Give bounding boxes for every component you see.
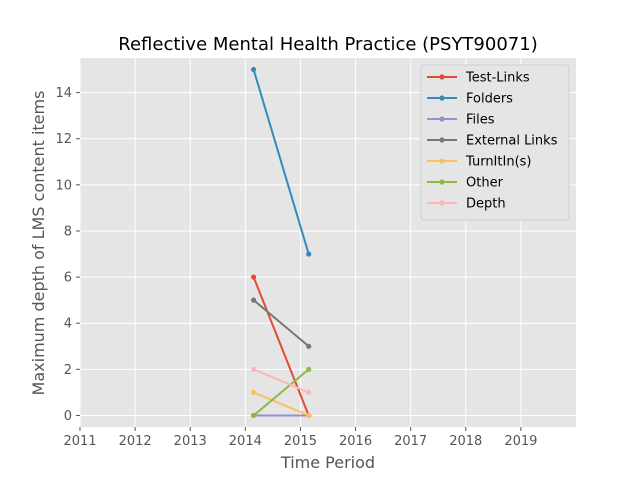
legend-marker-other <box>439 179 445 185</box>
data-point-folders <box>251 66 257 73</box>
x-tick-label: 2019 <box>504 434 537 449</box>
data-point-external-links <box>306 343 312 349</box>
y-tick-label: 12 <box>55 132 72 147</box>
x-axis-ticks: 2011 2012 2013 2014 2015 2016 2017 2018 2019 <box>63 427 537 449</box>
y-tick-label: 10 <box>55 178 72 193</box>
y-tick-label: 8 <box>64 224 72 239</box>
x-axis-title: Time Period <box>280 453 375 472</box>
x-tick-label: 2018 <box>449 434 482 449</box>
data-point-folders <box>306 251 312 257</box>
series-line-folders <box>252 69 310 255</box>
x-tick-label: 2014 <box>229 434 262 449</box>
data-point-depth <box>306 389 312 396</box>
legend-label-other: Other <box>466 176 504 191</box>
legend-marker-turnitin-s <box>439 158 445 164</box>
x-tick-label: 2015 <box>284 434 317 449</box>
series-line-test-links <box>252 276 310 416</box>
series-layer <box>251 66 312 419</box>
y-tick-label: 2 <box>64 363 72 378</box>
series-line-external-links <box>252 299 310 348</box>
legend-box <box>420 64 570 221</box>
y-tick-label: 14 <box>55 86 72 101</box>
y-axis-title: Maximum depth of LMS content items <box>29 91 48 396</box>
series-line-depth <box>253 368 310 394</box>
data-point-other <box>306 366 312 372</box>
legend-label-depth: Depth <box>466 197 506 212</box>
legend-marker-test-links <box>439 74 445 80</box>
data-point-depth <box>251 366 257 372</box>
data-point-other <box>251 412 257 419</box>
legend-marker-external-links <box>439 137 445 143</box>
x-tick-label: 2012 <box>119 434 152 449</box>
y-axis-ticks: 0 2 4 6 8 10 12 14 <box>55 86 80 424</box>
legend-marker-files <box>439 116 445 122</box>
legend-label-folders: Folders <box>466 92 513 107</box>
data-point-external-links <box>251 297 257 303</box>
legend-label-files: Files <box>466 113 495 128</box>
data-point-turnitin-s <box>251 389 257 396</box>
series-line-turnitin-s <box>253 391 310 417</box>
y-tick-label: 4 <box>64 317 72 332</box>
legend-label-turnitin-s: TurnItIn(s) <box>465 155 531 170</box>
data-point-test-links <box>251 274 257 280</box>
x-tick-label: 2017 <box>394 434 427 449</box>
legend-label-test-links: Test-Links <box>465 71 530 86</box>
x-tick-label: 2011 <box>63 434 96 449</box>
legend: Test-Links Folders Files External Links Turn… <box>420 64 570 221</box>
legend-marker-folders <box>439 95 445 101</box>
y-tick-label: 6 <box>64 271 72 286</box>
x-tick-label: 2016 <box>339 434 372 449</box>
x-tick-label: 2013 <box>174 434 207 449</box>
chart-title: Reflective Mental Health Practice (PSYT9… <box>118 34 537 55</box>
data-point-turnitin-s <box>306 412 312 419</box>
series-line-other <box>252 368 310 417</box>
legend-label-external-links: External Links <box>466 134 558 149</box>
y-tick-label: 0 <box>64 409 72 424</box>
legend-marker-depth <box>439 200 445 206</box>
